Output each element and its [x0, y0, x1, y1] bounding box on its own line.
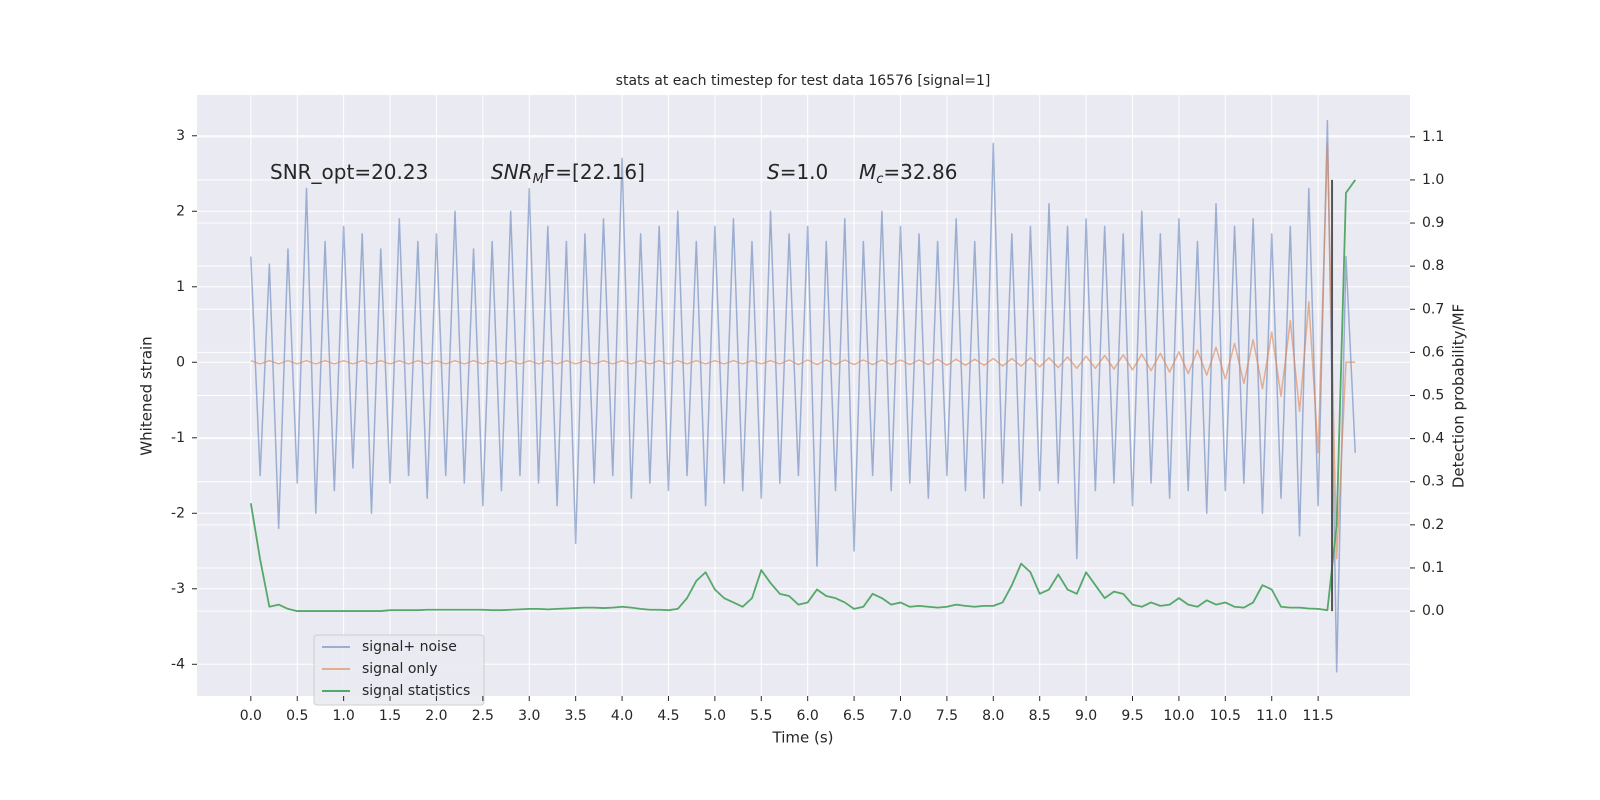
annotation-text: F=[22.16] — [544, 160, 645, 184]
x-tick-label: 10.5 — [1210, 708, 1241, 724]
legend-label: signal statistics — [362, 683, 470, 699]
x-tick-label: 5.5 — [750, 708, 772, 724]
x-tick-label: 9.5 — [1121, 708, 1143, 724]
lines — [249, 119, 1356, 673]
x-axis-label: Time (s) — [772, 729, 834, 747]
x-tick-label: 11.5 — [1303, 708, 1334, 724]
annotation-text: SNR — [491, 160, 533, 184]
x-tick-label: 2.0 — [425, 708, 447, 724]
annotation-sub: M — [533, 172, 544, 187]
annotation-text: SNR_opt=20.23 — [270, 160, 428, 184]
y-tick-label: -2 — [171, 505, 185, 521]
x-tick-label: 4.5 — [657, 708, 679, 724]
x-tick-label: 7.0 — [889, 708, 911, 724]
x-tick-label: 10.0 — [1163, 708, 1194, 724]
y-tick-label: 2 — [176, 203, 185, 219]
annotation: S=1.0 — [767, 160, 828, 184]
annotation-text: =32.86 — [883, 160, 957, 184]
annotation-text: =1.0 — [780, 160, 829, 184]
x-tick-label: 7.5 — [936, 708, 958, 724]
annotation-text: S — [767, 160, 780, 184]
x-tick-label: 2.5 — [472, 708, 494, 724]
y-tick-label: -3 — [171, 581, 185, 597]
annotation-text: M — [859, 160, 876, 184]
y2-tick-label: 0.4 — [1422, 431, 1444, 447]
series-line — [250, 142, 1356, 560]
x-tick-label: 8.0 — [982, 708, 1004, 724]
y2-tick-label: 0.1 — [1422, 560, 1444, 576]
y2-tick-label: 0.7 — [1422, 301, 1444, 317]
y-tick-label: -4 — [171, 656, 185, 672]
y-axis-label: Whitened strain — [138, 336, 156, 455]
y2-tick-label: 1.1 — [1422, 129, 1444, 145]
y2-tick-label: 0.3 — [1422, 474, 1444, 490]
x-tick-label: 0.0 — [240, 708, 262, 724]
legend-label: signal+ noise — [362, 639, 457, 655]
y2-tick-label: 0.8 — [1422, 258, 1444, 274]
chart-title: stats at each timestep for test data 165… — [616, 73, 991, 89]
y2-tick-label: 0.6 — [1422, 344, 1444, 360]
x-tick-label: 6.5 — [843, 708, 865, 724]
y2-axis-label: Detection probability/MF — [1450, 304, 1468, 488]
annotation: SNRMF=[22.16] — [491, 160, 645, 187]
x-tick-label: 3.5 — [565, 708, 587, 724]
legend: signal+ noise signal only signal statistic… — [313, 634, 485, 706]
x-tick-label: 9.0 — [1075, 708, 1097, 724]
series-line — [250, 119, 1356, 673]
x-tick-label: 6.0 — [797, 708, 819, 724]
y2-tick-label: 1.0 — [1422, 172, 1444, 188]
y2-tick-label: 0.9 — [1422, 215, 1444, 231]
x-tick-label: 1.5 — [379, 708, 401, 724]
y-tick-label: 3 — [176, 128, 185, 144]
series-line — [249, 179, 1356, 612]
y2-tick-label: 0.5 — [1422, 388, 1444, 404]
annotation: Mc=32.86 — [859, 160, 957, 187]
x-tick-label: 3.0 — [518, 708, 540, 724]
y-tick-label: 1 — [176, 279, 185, 295]
x-tick-label: 5.0 — [704, 708, 726, 724]
x-tick-label: 8.5 — [1029, 708, 1051, 724]
legend-box — [313, 634, 485, 706]
legend-label: signal only — [362, 661, 437, 677]
y-tick-label: 0 — [176, 354, 185, 370]
y-tick-label: -1 — [171, 430, 185, 446]
annotation: SNR_opt=20.23 — [270, 160, 428, 184]
annotation-sub: c — [876, 172, 883, 187]
y2-tick-label: 0.0 — [1422, 603, 1444, 619]
x-tick-label: 11.0 — [1256, 708, 1287, 724]
x-tick-label: 0.5 — [286, 708, 308, 724]
x-tick-label: 1.0 — [333, 708, 355, 724]
x-tick-label: 4.0 — [611, 708, 633, 724]
y2-tick-label: 0.2 — [1422, 517, 1444, 533]
